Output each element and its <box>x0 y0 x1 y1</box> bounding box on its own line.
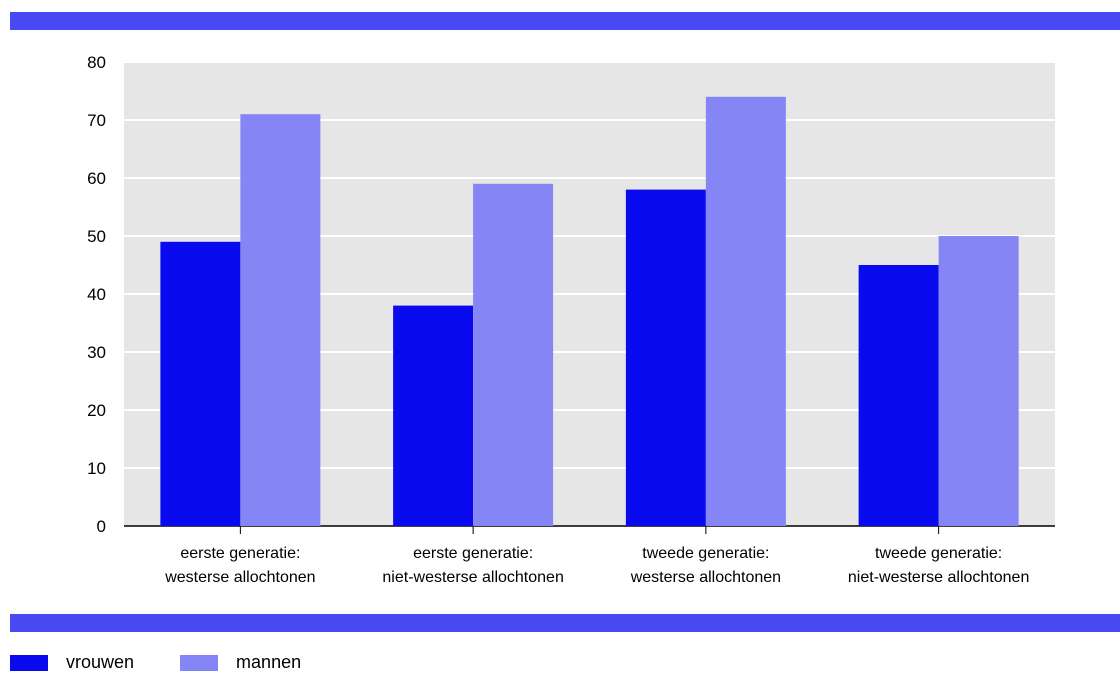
y-tick-label: 10 <box>87 459 106 478</box>
x-tick-label: eerste generatie: niet-westerse allochton… <box>382 545 563 586</box>
y-tick-label: 70 <box>87 111 106 130</box>
x-tick-label: tweede generatie: niet-westerse allochton… <box>848 545 1029 586</box>
x-tick-label-line: niet-westerse allochtonen <box>848 569 1029 586</box>
x-tick-label-line: niet-westerse allochtonen <box>382 569 563 586</box>
x-tick-label-line: eerste generatie: <box>413 545 533 562</box>
y-tick-label: 30 <box>87 343 106 362</box>
x-tick-label-line: tweede generatie: <box>642 545 769 562</box>
y-tick-label: 0 <box>97 517 106 536</box>
legend-label-mannen: mannen <box>236 652 302 672</box>
bar-vrouwen-1 <box>160 241 241 527</box>
y-tick-label: 20 <box>87 401 106 420</box>
x-tick-label: tweede generatie: westerse allochtonen <box>630 545 781 586</box>
legend-label-vrouwen: vrouwen <box>66 652 135 672</box>
y-tick-label: 40 <box>87 285 106 304</box>
legend-swatch-vrouwen <box>10 654 48 671</box>
bar-mannen-3 <box>705 96 786 527</box>
legend-item-mannen: mannen <box>180 652 301 673</box>
bar-mannen-4 <box>938 236 1019 526</box>
bottom-rule <box>10 614 1120 632</box>
bar-vrouwen-2 <box>393 305 474 526</box>
y-tick-label: 50 <box>87 227 106 246</box>
x-tick-label-line: westerse allochtonen <box>164 569 315 586</box>
bar-vrouwen-3 <box>625 189 706 526</box>
y-tick-label: 60 <box>87 169 106 188</box>
legend-item-vrouwen: vrouwen <box>10 652 134 673</box>
top-rule <box>10 12 1120 30</box>
legend: vrouwen mannen <box>10 652 347 673</box>
y-tick-label: 80 <box>87 53 106 72</box>
x-tick-label-line: tweede generatie: <box>875 545 1002 562</box>
bar-vrouwen-4 <box>858 265 939 526</box>
x-tick-label-line: eerste generatie: <box>180 545 300 562</box>
bar-mannen-1 <box>240 114 321 526</box>
bar-mannen-2 <box>473 183 554 527</box>
legend-swatch-mannen <box>180 654 219 671</box>
x-tick-label: eerste generatie: westerse allochtonen <box>164 545 315 586</box>
x-tick-label-line: westerse allochtonen <box>630 569 781 586</box>
bar-chart: 0 10 20 30 40 50 60 70 80 eerste generatie: wester… <box>87 53 1055 586</box>
